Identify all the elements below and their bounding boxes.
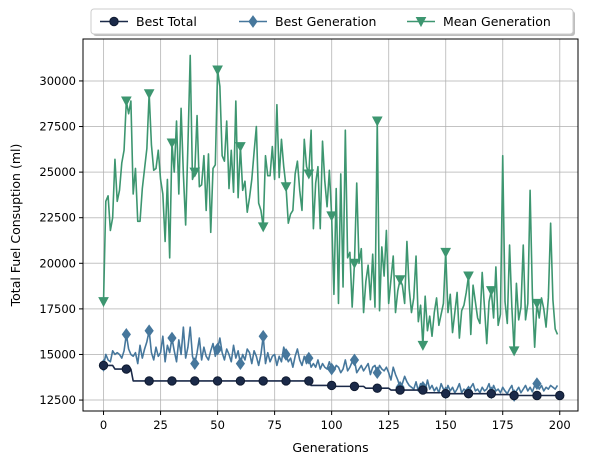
data-point xyxy=(281,376,291,386)
data-point xyxy=(98,297,109,308)
x-axis-label: Generations xyxy=(292,440,368,455)
data-point xyxy=(258,329,268,343)
data-point xyxy=(463,271,474,282)
y-tick-label: 30000 xyxy=(39,74,76,88)
data-point xyxy=(167,376,177,386)
y-axis-label: Total Fuel Consuption (ml) xyxy=(8,144,23,308)
legend-label: Best Generation xyxy=(275,14,376,29)
series-0 xyxy=(98,360,565,401)
series-line xyxy=(102,54,559,352)
x-tick-label: 0 xyxy=(100,418,107,432)
data-point xyxy=(555,390,565,401)
data-point xyxy=(349,353,360,367)
y-tick-label: 22500 xyxy=(39,211,76,225)
legend-entry: Mean Generation xyxy=(407,14,551,29)
y-tick-label: 17500 xyxy=(39,302,76,316)
data-point xyxy=(280,182,292,193)
data-point xyxy=(349,381,360,392)
data-point xyxy=(395,385,405,395)
data-point xyxy=(327,362,337,376)
data-point xyxy=(212,342,223,356)
x-tick-label: 75 xyxy=(267,418,282,432)
data-point xyxy=(394,275,406,286)
data-point xyxy=(144,324,154,338)
data-point xyxy=(326,211,337,222)
x-axis-ticks: 0 25 50 75 100 125 150 175 200 xyxy=(100,411,571,432)
x-tick-label: 150 xyxy=(435,418,457,432)
data-point xyxy=(463,388,474,399)
x-tick-label: 125 xyxy=(378,418,400,432)
data-point xyxy=(98,360,109,371)
data-point xyxy=(304,351,314,365)
data-point xyxy=(371,116,383,127)
data-point xyxy=(372,383,382,393)
data-point xyxy=(440,388,451,399)
data-point xyxy=(121,96,132,107)
data-point xyxy=(167,331,177,345)
data-point xyxy=(508,346,520,357)
data-point xyxy=(166,138,178,149)
data-point xyxy=(121,328,131,341)
y-tick-label: 12500 xyxy=(39,393,76,407)
plot-frame xyxy=(82,38,579,412)
data-point xyxy=(143,89,155,100)
plot-series xyxy=(98,54,565,402)
data-point xyxy=(190,376,200,386)
data-point xyxy=(531,298,543,309)
data-point xyxy=(189,167,201,178)
data-point xyxy=(303,169,315,180)
data-point xyxy=(235,357,246,370)
data-point xyxy=(304,376,314,386)
legend-label: Best Total xyxy=(136,14,197,29)
legend-box xyxy=(90,8,574,35)
data-point xyxy=(485,286,497,297)
x-tick-label: 25 xyxy=(153,418,168,432)
x-tick-label: 100 xyxy=(321,418,343,432)
y-tick-label: 20000 xyxy=(39,256,76,270)
data-point xyxy=(486,388,497,399)
data-point xyxy=(372,366,382,380)
y-tick-label: 27500 xyxy=(39,120,76,134)
legend-marker xyxy=(248,15,258,28)
legend-entry: Best Generation xyxy=(239,14,376,29)
y-tick-label: 25000 xyxy=(39,165,76,179)
series-1 xyxy=(98,324,559,402)
data-point xyxy=(532,377,542,390)
legend: Best Total Best Generation Mean Generation xyxy=(90,8,575,36)
data-point xyxy=(212,376,223,386)
series-2 xyxy=(98,54,559,357)
data-point xyxy=(258,376,268,386)
data-point xyxy=(190,357,200,370)
x-tick-label: 50 xyxy=(210,418,225,432)
data-point xyxy=(144,376,154,386)
y-tick-label: 15000 xyxy=(39,347,76,361)
data-point xyxy=(121,364,132,374)
data-point xyxy=(281,348,291,361)
data-point xyxy=(509,390,519,401)
data-point xyxy=(418,385,428,395)
data-point xyxy=(532,390,542,401)
legend-entry: Best Total xyxy=(100,14,197,29)
data-point xyxy=(417,340,429,351)
legend-marker xyxy=(109,16,119,27)
data-point xyxy=(235,142,246,153)
y-axis-ticks: 12500 15000 17500 20000 22500 25000 27500 30000 xyxy=(39,74,83,407)
data-point xyxy=(257,222,269,233)
data-point xyxy=(326,380,337,391)
x-tick-label: 175 xyxy=(492,418,514,432)
data-point xyxy=(440,247,452,258)
x-tick-label: 200 xyxy=(549,418,571,432)
data-point xyxy=(212,65,223,76)
legend-label: Mean Generation xyxy=(443,14,551,29)
legend-marker xyxy=(415,17,427,28)
data-point xyxy=(349,258,360,269)
data-point xyxy=(235,376,246,386)
